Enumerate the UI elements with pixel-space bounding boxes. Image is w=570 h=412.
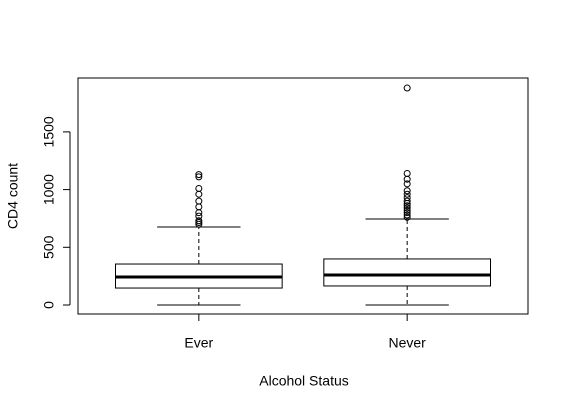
outlier	[403, 84, 411, 92]
x-tick-label: Ever	[184, 335, 213, 351]
box	[323, 258, 492, 287]
outlier	[195, 184, 203, 192]
outlier	[403, 211, 411, 219]
outlier	[403, 204, 411, 212]
y-tick-label: 1000	[41, 174, 57, 205]
outlier	[403, 169, 411, 177]
outlier	[403, 190, 411, 198]
outlier	[195, 203, 203, 211]
outlier	[195, 217, 203, 225]
outlier	[403, 180, 411, 188]
outlier	[403, 187, 411, 195]
outlier	[403, 197, 411, 205]
outlier	[403, 213, 411, 221]
outlier	[195, 173, 203, 181]
outlier	[195, 197, 203, 205]
outlier	[403, 202, 411, 210]
y-axis-label: CD4 count	[5, 163, 21, 229]
outlier	[195, 212, 203, 220]
outlier	[403, 194, 411, 202]
outlier	[195, 190, 203, 198]
x-axis-label: Alcohol Status	[259, 373, 349, 389]
y-tick-label: 1500	[41, 116, 57, 147]
x-tick-label: Never	[388, 335, 426, 351]
outlier	[195, 171, 203, 179]
outlier	[403, 206, 411, 214]
outlier	[403, 209, 411, 217]
y-tick-label: 0	[41, 301, 57, 309]
y-tick-label: 500	[41, 235, 57, 259]
